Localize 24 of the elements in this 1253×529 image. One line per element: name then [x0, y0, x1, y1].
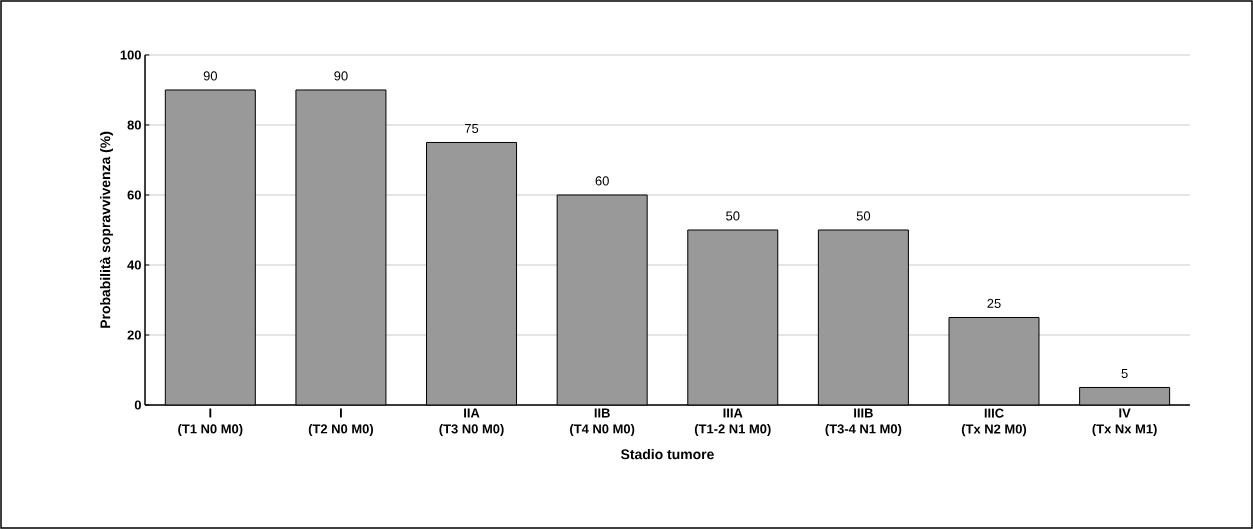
data-label: 60: [595, 176, 609, 186]
y-tick-label: 40: [127, 260, 141, 270]
x-tick-label: IIIC (Tx N2 M0): [961, 408, 1027, 437]
y-tick-label: 80: [127, 120, 141, 130]
data-label: 25: [987, 298, 1001, 308]
data-label: 50: [726, 211, 740, 221]
data-label: 5: [1121, 368, 1128, 378]
x-tick-label: IIA (T3 N0 M0): [439, 408, 504, 437]
x-tick-label: IIIB (T3-4 N1 M0): [825, 408, 902, 437]
data-label: 90: [203, 71, 218, 81]
data-label: 90: [334, 71, 348, 81]
y-tick-label: 60: [127, 190, 141, 200]
x-tick-label: I (T2 N0 M0): [308, 408, 374, 437]
data-label: 75: [465, 123, 479, 133]
y-tick-label: 20: [127, 330, 141, 340]
x-tick-label: IV (Tx Nx M1): [1092, 408, 1157, 437]
data-label: 50: [856, 211, 871, 221]
y-tick-label: 100: [120, 50, 141, 60]
y-axis-title: Probabilità sopravvivenza (%): [99, 131, 114, 328]
x-tick-label: IIB (T4 N0 M0): [570, 408, 635, 437]
x-tick-label: IIIA (T1-2 N1 M0): [694, 408, 771, 437]
x-tick-label: I (T1 N0 M0): [178, 408, 243, 437]
x-axis-title: Stadio tumore: [620, 449, 714, 460]
y-tick-label: 0: [134, 400, 141, 410]
